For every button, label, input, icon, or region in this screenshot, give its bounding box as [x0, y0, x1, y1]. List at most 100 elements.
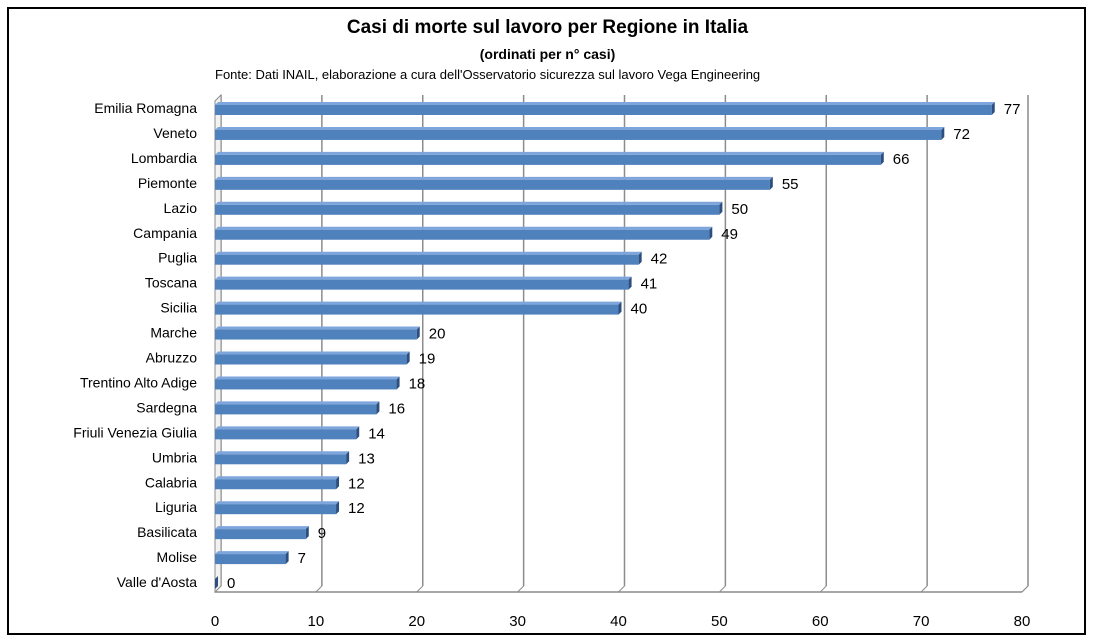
bar [215, 279, 629, 290]
category-label: Piemonte [138, 175, 197, 191]
value-label: 77 [1004, 101, 1021, 118]
bar-side [346, 451, 350, 465]
bar-side [356, 426, 360, 440]
gridline-floor-20 [416, 585, 424, 593]
value-label: 40 [631, 301, 648, 318]
bar [215, 479, 337, 490]
category-label: Sardegna [136, 399, 197, 415]
category-label: Toscana [145, 275, 197, 291]
floor-right-edge [1021, 585, 1029, 593]
bar-side [709, 226, 713, 240]
bar-top [215, 526, 309, 530]
gridline-floor-30 [517, 585, 524, 593]
bar-top [215, 351, 410, 355]
x-tick-label-80: 80 [1014, 613, 1031, 630]
value-label: 18 [409, 375, 426, 392]
bar [215, 254, 639, 265]
category-label: Trentino Alto Adige [80, 374, 197, 390]
x-tick-label-40: 40 [610, 613, 627, 630]
x-tick-label-70: 70 [913, 613, 930, 630]
category-label: Puglia [158, 250, 197, 266]
value-label: 20 [429, 326, 446, 343]
bar-side [769, 176, 773, 190]
bar-top [215, 376, 400, 380]
bar-top [215, 276, 632, 280]
value-label: 12 [348, 500, 365, 517]
category-label: Sicilia [160, 300, 197, 316]
value-label: 42 [651, 251, 668, 268]
category-label: Veneto [153, 125, 197, 141]
bar-top [215, 551, 289, 555]
bar-top [215, 326, 420, 330]
value-label: 0 [227, 575, 235, 592]
gridline-floor-50 [719, 585, 726, 593]
bar [215, 105, 992, 115]
bar-top [215, 501, 340, 505]
x-tick-label-60: 60 [812, 613, 829, 630]
bar-top [215, 251, 642, 255]
bar-top [215, 426, 360, 430]
bar-side [336, 501, 340, 515]
bar [215, 504, 337, 515]
bar-side [285, 551, 289, 565]
bar-side [880, 151, 884, 165]
bar-top [215, 176, 773, 180]
bar-side [638, 251, 642, 265]
bar-top [215, 451, 350, 455]
bar [215, 129, 942, 140]
bar-side [991, 102, 995, 115]
bar-top [215, 201, 723, 205]
bar-top [215, 476, 340, 480]
value-label: 19 [419, 351, 436, 368]
bar [215, 229, 710, 240]
bar [215, 154, 881, 165]
bar-top [215, 301, 622, 305]
bar-top [215, 151, 884, 155]
x-tick-label-0: 0 [211, 613, 219, 630]
bar-side [416, 326, 420, 340]
value-label: 13 [358, 450, 375, 467]
chart-subtitle: (ordinati per n° casi) [479, 46, 616, 62]
gridline-floor-60 [819, 585, 827, 593]
bar-top [215, 126, 945, 130]
category-label: Valle d'Aosta [117, 574, 197, 590]
x-tick-label-30: 30 [509, 613, 526, 630]
bar-side [618, 301, 622, 315]
bar [215, 529, 306, 540]
bar-top [215, 401, 380, 405]
bar-side [215, 576, 218, 590]
value-label: 7 [298, 550, 306, 567]
x-tick-label-20: 20 [408, 613, 425, 630]
bar-top [215, 102, 995, 105]
category-label: Umbria [152, 449, 197, 465]
value-label: 55 [782, 176, 799, 193]
bar [215, 354, 407, 365]
gridline-floor-70 [920, 585, 928, 593]
category-label: Campania [133, 225, 197, 241]
bar [215, 429, 357, 440]
bar-side [628, 276, 632, 290]
category-label: Emilia Romagna [94, 100, 197, 116]
gridline-floor-40 [618, 585, 625, 593]
bar-side [406, 351, 410, 365]
bar [215, 204, 720, 215]
value-label: 12 [348, 475, 365, 492]
bar [215, 454, 347, 465]
bar-side [305, 526, 309, 540]
gridline-floor-10 [315, 585, 323, 593]
bar [215, 329, 417, 340]
value-label: 66 [893, 151, 910, 168]
value-label: 16 [388, 400, 405, 417]
value-label: 14 [368, 425, 385, 442]
bar [215, 379, 397, 390]
category-label: Abruzzo [146, 350, 198, 366]
bar [215, 404, 377, 415]
bar-side [396, 376, 400, 390]
category-label: Friuli Venezia Giulia [73, 424, 197, 440]
category-label: Lazio [164, 200, 198, 216]
value-label: 41 [641, 276, 658, 293]
category-label: Marche [150, 325, 197, 341]
left-wall [214, 93, 222, 594]
x-tick-label-10: 10 [308, 613, 325, 630]
